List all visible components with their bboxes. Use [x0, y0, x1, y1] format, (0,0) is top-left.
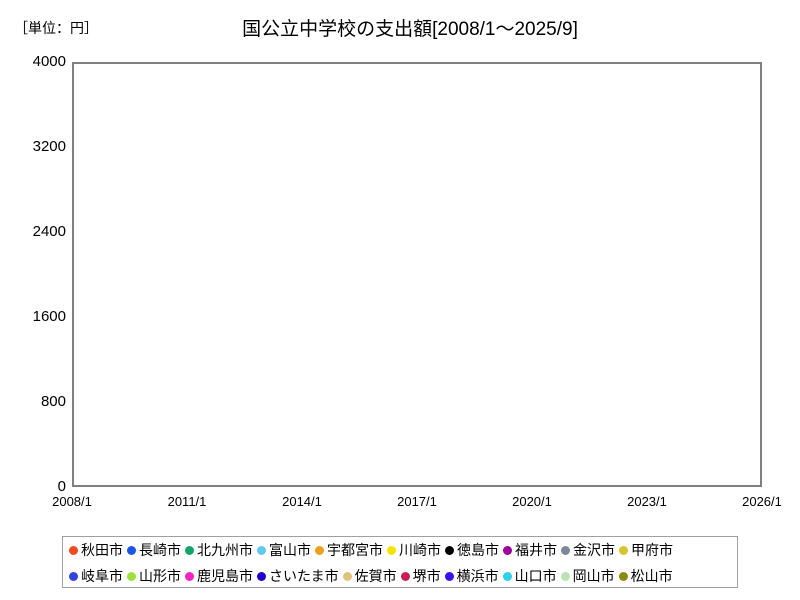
legend-item-川崎市[interactable]: 川崎市	[387, 540, 445, 560]
x-tick-label: 2026/1	[742, 494, 782, 509]
legend-label: 山口市	[514, 568, 557, 584]
legend-item-金沢市[interactable]: 金沢市	[561, 540, 619, 560]
legend-item-宇都宮市[interactable]: 宇都宮市	[315, 540, 387, 560]
legend-item-福井市[interactable]: 福井市	[503, 540, 561, 560]
legend-item-松山市[interactable]: 松山市	[618, 566, 677, 586]
legend-swatch-icon	[444, 571, 454, 581]
legend-label: 徳島市	[457, 542, 499, 558]
y-tick-label: 4000	[32, 53, 66, 70]
legend-label: 福井市	[515, 542, 557, 558]
legend-swatch-icon	[342, 571, 352, 581]
plot-frame	[72, 62, 762, 487]
legend-swatch-icon	[619, 545, 628, 555]
chart-title: 国公立中学校の支出額[2008/1～2025/9]	[0, 14, 800, 41]
legend-label: さいたま市	[269, 568, 339, 584]
x-tick-label: 2017/1	[397, 494, 437, 509]
x-tick-label: 2023/1	[627, 494, 667, 509]
legend-label: 秋田市	[81, 542, 123, 558]
legend-swatch-icon	[185, 545, 194, 555]
legend-item-秋田市[interactable]: 秋田市	[69, 540, 127, 560]
legend-swatch-icon	[445, 545, 454, 555]
unit-label: ［単位：円］	[14, 20, 98, 36]
legend-item-徳島市[interactable]: 徳島市	[445, 540, 503, 560]
legend-label: 富山市	[269, 542, 311, 558]
legend-item-岐阜市[interactable]: 岐阜市	[69, 566, 127, 586]
legend-label: 長崎市	[139, 542, 181, 558]
legend-label: 鹿児島市	[197, 568, 253, 584]
legend-item-甲府市[interactable]: 甲府市	[619, 540, 677, 560]
legend-item-さいたま市[interactable]: さいたま市	[257, 566, 343, 586]
x-tick-label: 2020/1	[512, 494, 552, 509]
y-tick-label: 1600	[32, 308, 66, 325]
legend-swatch-icon	[257, 545, 266, 555]
legend-swatch-icon	[315, 545, 324, 555]
legend-item-鹿児島市[interactable]: 鹿児島市	[185, 566, 257, 586]
chart-legend: 秋田市 長崎市 北九州市 富山市 宇都宮市 川崎市 徳島市 福井市 金沢市 甲府市 岐阜市 山形市 鹿児…	[62, 536, 738, 588]
legend-swatch-icon	[560, 571, 570, 581]
legend-label: 山形市	[139, 568, 181, 584]
legend-item-岡山市[interactable]: 岡山市	[560, 566, 619, 586]
legend-label: 甲府市	[631, 542, 673, 558]
legend-label: 松山市	[630, 568, 673, 584]
legend-swatch-icon	[387, 545, 396, 555]
y-tick-label: 800	[40, 393, 66, 410]
legend-label: 金沢市	[573, 542, 615, 558]
legend-swatch-icon	[127, 571, 136, 581]
y-tick-label: 3200	[32, 138, 66, 155]
legend-label: 佐賀市	[354, 568, 397, 584]
legend-swatch-icon	[257, 571, 266, 581]
legend-item-北九州市[interactable]: 北九州市	[185, 540, 257, 560]
legend-label: 川崎市	[399, 542, 441, 558]
chart-title-text: 国公立中学校の支出額[2008/1～2025/9]	[242, 19, 578, 40]
legend-item-佐賀市[interactable]: 佐賀市	[342, 566, 401, 586]
legend-label: 横浜市	[456, 568, 499, 584]
legend-label: 岐阜市	[81, 568, 123, 584]
legend-swatch-icon	[503, 545, 512, 555]
legend-swatch-icon	[618, 571, 628, 581]
legend-row: 秋田市 長崎市 北九州市 富山市 宇都宮市 川崎市 徳島市 福井市 金沢市 甲府市	[63, 537, 737, 563]
legend-label: 北九州市	[197, 542, 253, 558]
legend-swatch-icon	[502, 571, 512, 581]
y-tick-label: 2400	[32, 223, 66, 240]
legend-item-山形市[interactable]: 山形市	[127, 566, 185, 586]
x-tick-label: 2014/1	[282, 494, 322, 509]
legend-row: 岐阜市 山形市 鹿児島市 さいたま市 佐賀市 堺市 横浜市 山口市 岡山市 松山市	[63, 563, 737, 589]
legend-item-長崎市[interactable]: 長崎市	[127, 540, 185, 560]
legend-swatch-icon	[561, 545, 570, 555]
legend-swatch-icon	[69, 545, 78, 555]
y-tick-label: 0	[57, 478, 66, 495]
plot-area	[72, 62, 762, 487]
x-tick-label: 2008/1	[52, 494, 92, 509]
legend-item-山口市[interactable]: 山口市	[502, 566, 561, 586]
legend-swatch-icon	[185, 571, 194, 581]
legend-label: 岡山市	[572, 568, 615, 584]
legend-swatch-icon	[69, 571, 78, 581]
legend-label: 宇都宮市	[327, 542, 383, 558]
legend-item-横浜市[interactable]: 横浜市	[444, 566, 503, 586]
legend-swatch-icon	[400, 571, 410, 581]
legend-item-堺市[interactable]: 堺市	[400, 566, 445, 586]
legend-label: 堺市	[412, 568, 441, 584]
legend-swatch-icon	[127, 545, 136, 555]
legend-item-富山市[interactable]: 富山市	[257, 540, 315, 560]
x-tick-label: 2011/1	[167, 494, 207, 509]
